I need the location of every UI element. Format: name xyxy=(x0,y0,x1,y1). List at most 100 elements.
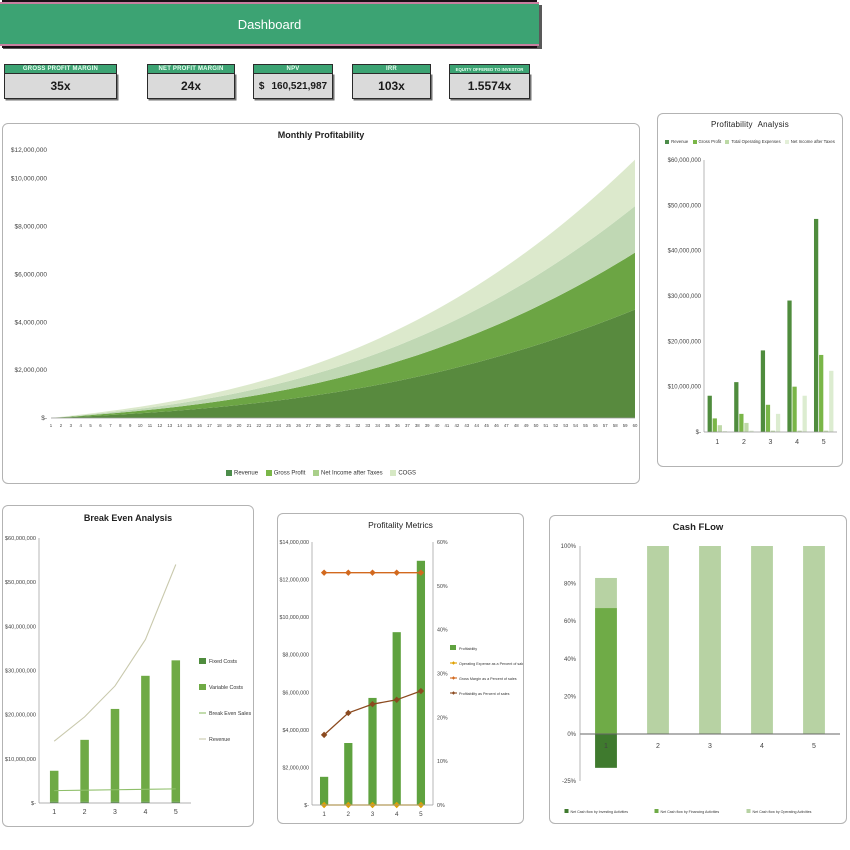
svg-text:31: 31 xyxy=(346,423,351,428)
svg-text:0%: 0% xyxy=(437,803,445,809)
svg-text:29: 29 xyxy=(326,423,331,428)
svg-text:54: 54 xyxy=(573,423,578,428)
svg-text:33: 33 xyxy=(365,423,370,428)
svg-text:Revenue: Revenue xyxy=(209,737,230,743)
svg-text:$2,000,000: $2,000,000 xyxy=(14,367,47,374)
svg-text:$20,000,000: $20,000,000 xyxy=(668,339,702,345)
svg-text:46: 46 xyxy=(494,423,499,428)
svg-text:0%: 0% xyxy=(567,732,576,738)
svg-text:44: 44 xyxy=(474,423,479,428)
svg-text:$30,000,000: $30,000,000 xyxy=(5,669,36,675)
svg-text:58: 58 xyxy=(613,423,618,428)
svg-text:55: 55 xyxy=(583,423,588,428)
svg-text:5: 5 xyxy=(812,743,816,750)
svg-text:40%: 40% xyxy=(564,657,577,663)
svg-text:17: 17 xyxy=(207,423,212,428)
svg-text:$30,000,000: $30,000,000 xyxy=(668,294,702,300)
svg-text:Variable Costs: Variable Costs xyxy=(209,685,243,691)
svg-text:2: 2 xyxy=(83,809,87,816)
svg-text:5: 5 xyxy=(822,439,826,446)
svg-text:59: 59 xyxy=(623,423,628,428)
svg-text:$40,000,000: $40,000,000 xyxy=(5,624,36,630)
svg-text:38: 38 xyxy=(415,423,420,428)
svg-text:5: 5 xyxy=(174,809,178,816)
svg-text:34: 34 xyxy=(375,423,380,428)
svg-text:10: 10 xyxy=(138,423,143,428)
svg-text:Net Cash flow by Investing Act: Net Cash flow by Investing Activities xyxy=(571,810,629,814)
svg-text:50: 50 xyxy=(534,423,539,428)
svg-text:41: 41 xyxy=(445,423,450,428)
svg-text:$40,000,000: $40,000,000 xyxy=(668,249,702,255)
svg-text:2: 2 xyxy=(60,423,63,428)
svg-text:50%: 50% xyxy=(437,584,448,590)
svg-text:4: 4 xyxy=(395,811,399,818)
svg-text:Net Cash flow by Operating Act: Net Cash flow by Operating Activities xyxy=(753,810,812,814)
svg-text:51: 51 xyxy=(544,423,549,428)
svg-text:52: 52 xyxy=(553,423,558,428)
svg-text:4: 4 xyxy=(143,809,147,816)
svg-text:2: 2 xyxy=(742,439,746,446)
svg-text:1: 1 xyxy=(604,743,608,750)
svg-text:1: 1 xyxy=(52,809,56,816)
svg-text:10%: 10% xyxy=(437,759,448,765)
svg-text:Operating Expense as a Percent: Operating Expense as a Percent of sales xyxy=(459,662,524,666)
svg-text:22: 22 xyxy=(256,423,261,428)
svg-text:13: 13 xyxy=(167,423,172,428)
svg-text:23: 23 xyxy=(266,423,271,428)
svg-text:40: 40 xyxy=(435,423,440,428)
svg-text:$4,000,000: $4,000,000 xyxy=(282,728,309,734)
svg-text:$6,000,000: $6,000,000 xyxy=(14,271,47,278)
svg-text:2: 2 xyxy=(347,811,351,818)
svg-text:12: 12 xyxy=(157,423,162,428)
svg-text:5: 5 xyxy=(419,811,423,818)
svg-text:15: 15 xyxy=(187,423,192,428)
svg-text:39: 39 xyxy=(425,423,430,428)
svg-text:$10,000,000: $10,000,000 xyxy=(5,757,36,763)
svg-text:45: 45 xyxy=(484,423,489,428)
svg-text:$10,000,000: $10,000,000 xyxy=(11,176,48,183)
svg-text:53: 53 xyxy=(563,423,568,428)
svg-text:-25%: -25% xyxy=(562,779,577,785)
svg-text:5: 5 xyxy=(89,423,92,428)
svg-text:4: 4 xyxy=(79,423,82,428)
svg-text:$2,000,000: $2,000,000 xyxy=(282,765,309,771)
svg-text:$60,000,000: $60,000,000 xyxy=(668,158,702,164)
svg-text:21: 21 xyxy=(247,423,252,428)
svg-text:$-: $- xyxy=(31,801,36,807)
svg-text:30%: 30% xyxy=(437,672,448,678)
svg-text:3: 3 xyxy=(371,811,375,818)
svg-text:6: 6 xyxy=(99,423,102,428)
svg-text:36: 36 xyxy=(395,423,400,428)
svg-text:35: 35 xyxy=(385,423,390,428)
svg-text:Gross Margin as a Percent of s: Gross Margin as a Percent of sales xyxy=(459,677,517,681)
svg-text:42: 42 xyxy=(454,423,459,428)
svg-text:25: 25 xyxy=(286,423,291,428)
svg-text:14: 14 xyxy=(177,423,182,428)
svg-text:1: 1 xyxy=(715,439,719,446)
svg-text:47: 47 xyxy=(504,423,509,428)
svg-text:Profitability as Percent of sa: Profitability as Percent of sales xyxy=(459,692,510,696)
svg-text:2: 2 xyxy=(656,743,660,750)
svg-text:$10,000,000: $10,000,000 xyxy=(280,615,310,621)
svg-text:30: 30 xyxy=(336,423,341,428)
svg-text:60%: 60% xyxy=(437,540,448,546)
svg-text:$6,000,000: $6,000,000 xyxy=(282,690,309,696)
svg-text:28: 28 xyxy=(316,423,321,428)
svg-text:60%: 60% xyxy=(564,619,577,625)
svg-text:7: 7 xyxy=(109,423,112,428)
svg-text:27: 27 xyxy=(306,423,311,428)
svg-text:40%: 40% xyxy=(437,628,448,634)
svg-text:$-: $- xyxy=(41,415,47,422)
svg-text:20: 20 xyxy=(237,423,242,428)
svg-text:11: 11 xyxy=(148,423,153,428)
svg-text:9: 9 xyxy=(129,423,132,428)
svg-text:19: 19 xyxy=(227,423,232,428)
svg-text:1: 1 xyxy=(50,423,53,428)
svg-text:100%: 100% xyxy=(561,544,577,550)
svg-text:$-: $- xyxy=(696,430,701,436)
svg-text:Fixed Costs: Fixed Costs xyxy=(209,659,237,665)
svg-text:37: 37 xyxy=(405,423,410,428)
svg-text:24: 24 xyxy=(276,423,281,428)
svg-text:56: 56 xyxy=(593,423,598,428)
svg-text:48: 48 xyxy=(514,423,519,428)
